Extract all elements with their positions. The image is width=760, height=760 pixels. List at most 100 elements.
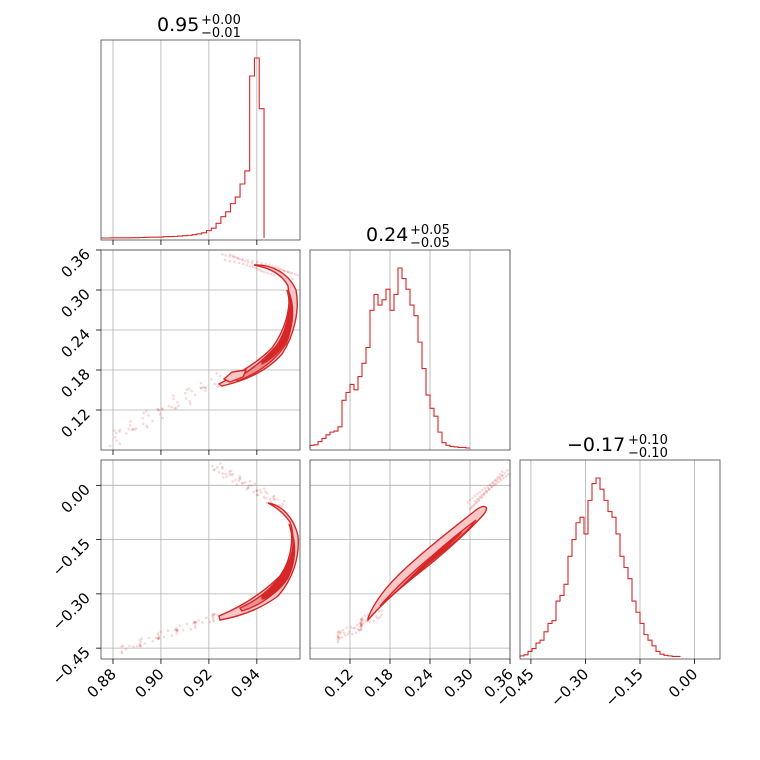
p3-vs-p2-point <box>345 626 348 630</box>
p3-vs-p1-point <box>229 469 233 473</box>
p3-vs-p1-point <box>213 468 216 471</box>
p2-vs-p1-point <box>145 409 148 413</box>
p3-vs-p2-point <box>493 478 497 482</box>
p2-vs-p1-point <box>145 424 148 428</box>
p3-vs-p1-point <box>238 474 242 478</box>
p3-vs-p1-point <box>138 642 141 646</box>
p3-vs-p1-point <box>265 492 269 495</box>
p3-vs-p2-point <box>498 475 502 479</box>
p3-vs-p2-point <box>361 616 364 620</box>
p3-vs-p2-point <box>337 630 341 633</box>
p2-vs-p1-point <box>278 267 282 271</box>
p2-vs-p1-point <box>219 374 222 378</box>
title-p1-plus: +0.00 <box>201 13 241 28</box>
p3-vs-p2-point <box>378 616 382 619</box>
p2-vs-p1-point <box>276 266 280 270</box>
p3-vs-p2-point <box>498 477 501 480</box>
p3-vs-p2-point <box>338 637 341 640</box>
p2-vs-p1-point <box>273 265 277 269</box>
p2-vs-p1-point <box>283 269 286 273</box>
title-p3-value: −0.17 <box>567 434 625 456</box>
grid-p3-vs-p1 <box>101 460 300 659</box>
p3-vs-p2-point <box>477 499 481 502</box>
p3-vs-p2-point <box>360 626 363 630</box>
p2-vs-p1-point <box>245 263 249 267</box>
p3-vs-p2-point <box>473 494 477 498</box>
p3-vs-p2-point <box>491 481 495 484</box>
p3-vs-p1-point <box>176 628 179 632</box>
p3-vs-p1-point <box>181 628 185 632</box>
p3-vs-p2-point <box>362 621 366 625</box>
p2-vs-p1-point <box>240 258 244 262</box>
p2-vs-p1-point <box>251 259 254 263</box>
p2-vs-p1-ytick-label-4: 0.36 <box>57 245 93 281</box>
p3-vs-p2-point <box>470 505 474 508</box>
p2-vs-p1-point <box>288 271 292 274</box>
p2-vs-p1-point <box>271 264 274 268</box>
p3-vs-p1-ytick-label-2: −0.15 <box>49 535 94 580</box>
p2-vs-p1-point <box>216 385 219 389</box>
p3-vs-p1-point <box>120 650 124 653</box>
p3-vs-p2-point <box>485 489 489 493</box>
p3-vs-p2-point <box>350 632 354 636</box>
p3-vs-p2-point <box>336 636 340 640</box>
p2-vs-p1-point <box>118 428 122 432</box>
p3-vs-p2-point <box>476 492 479 496</box>
p3-vs-p2-point <box>359 624 363 628</box>
p3-vs-p2-point <box>375 615 378 618</box>
p2-vs-p1-point <box>188 400 192 403</box>
p3-vs-p2-point <box>338 631 342 635</box>
p2-vs-p1-point <box>157 408 161 412</box>
p3-vs-p2-point <box>379 613 383 617</box>
p2-vs-p1-ytick-label-3: 0.30 <box>57 285 93 321</box>
p2-vs-p1-point <box>241 262 245 266</box>
p3-vs-p1-point <box>245 488 249 491</box>
contour-inner-p3-vs-p1 <box>261 527 296 600</box>
p3-vs-p2-point <box>491 481 494 485</box>
p2-vs-p1-point <box>114 431 118 435</box>
p3-vs-p1-point <box>192 621 195 624</box>
p3-vs-p1-point <box>217 470 221 474</box>
title-p3-minus: −0.10 <box>628 446 668 461</box>
p3-vs-p1-point <box>185 622 189 626</box>
grid-p3-hist <box>530 460 695 659</box>
p3-vs-p2-point <box>472 504 476 507</box>
p3-vs-p2-point <box>336 631 340 634</box>
p3-vs-p1-point <box>230 473 233 477</box>
p3-vs-p1-point <box>139 640 142 643</box>
p3-vs-p2-point <box>473 502 476 506</box>
p2-vs-p1-point <box>228 259 232 263</box>
p3-vs-p1-point <box>211 614 214 618</box>
p2-vs-p1-point <box>285 270 289 273</box>
title-p2: 0.24 +0.05 −0.05 <box>366 223 450 251</box>
p3-vs-p1-point <box>138 644 142 648</box>
p3-vs-p2-point <box>502 476 505 480</box>
panel-p3-histogram: −0.17 +0.10 −0.10 <box>519 433 721 660</box>
p3-vs-p2-point <box>480 495 483 498</box>
p2-vs-p1-point <box>260 269 264 273</box>
p2-vs-p1-point <box>185 388 189 391</box>
p3-vs-p1-point <box>135 644 139 648</box>
p3-vs-p2-point <box>489 484 492 487</box>
p3-vs-p2-xtick-label-0: 0.12 <box>320 665 356 701</box>
p3-vs-p2-point <box>342 631 346 635</box>
p2-vs-p1-point <box>184 397 188 400</box>
p3-vs-p2-point <box>357 628 361 632</box>
p2-vs-p1-point <box>221 253 224 256</box>
p2-vs-p1-point <box>229 253 232 257</box>
p2-vs-p1-point <box>236 256 239 260</box>
axes-frame-p1-hist <box>100 39 301 241</box>
p3-vs-p2-point <box>488 483 492 486</box>
p2-vs-p1-point <box>291 277 295 281</box>
p3-vs-p2-point <box>488 487 491 491</box>
p3-vs-p2-point <box>353 626 357 630</box>
p3-vs-p1-point <box>265 501 269 504</box>
p3-vs-p1-point <box>262 495 266 499</box>
ticks-p3-bottom-axis: −0.45 −0.30 −0.15 0.00 <box>493 659 701 710</box>
p3-vs-p2-point <box>356 627 360 631</box>
p3-vs-p1-point <box>197 618 200 622</box>
contour-inner-p2-vs-p1 <box>261 289 294 365</box>
title-p1: 0.95 +0.00 −0.01 <box>157 13 241 41</box>
p2-vs-p1-point <box>161 416 164 420</box>
p3-vs-p2-point <box>339 630 343 634</box>
